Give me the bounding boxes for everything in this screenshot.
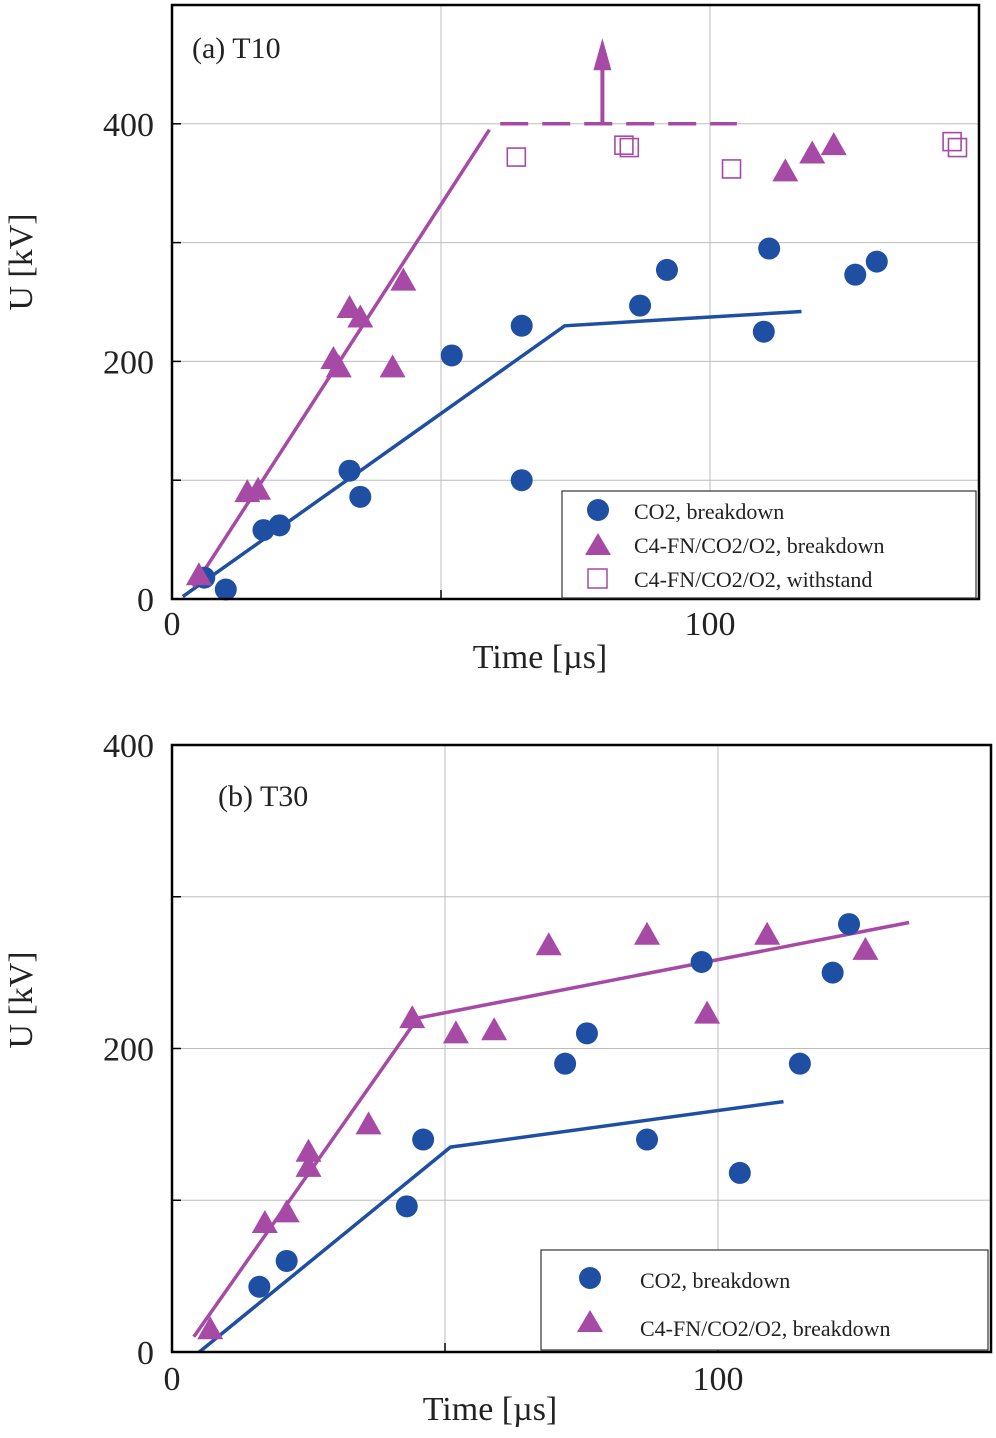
panel-a-series0-point-11 (752, 320, 775, 343)
panel-a-series0-point-6 (440, 344, 463, 367)
panel-a-series1-point-11 (820, 132, 847, 156)
panel-a-legend-c4fn-marker (585, 533, 611, 555)
panel-a-legend-co2-label: CO2, breakdown (634, 499, 784, 524)
panel-a-x-axis-title: Time [µs] (473, 639, 608, 676)
panel-a-series0-point-4 (338, 459, 361, 482)
panel-b-series1-point-0 (197, 1316, 224, 1340)
panel-b-x-tick-label-0: 0 (164, 1361, 181, 1398)
panel-a-t10: 0 100 0 200 400 (a) T10 Time [µs] U [kV] CO2… (3, 3, 981, 676)
panel-a-series0-point-7 (510, 314, 533, 337)
panel-a-grid (172, 5, 979, 599)
panel-b-y-tick-label-200: 200 (103, 1032, 154, 1069)
panel-b-legend-co2-marker (579, 1267, 601, 1289)
panel-a-series2-point-3 (721, 159, 742, 179)
panel-a-series0-point-8 (510, 469, 533, 492)
panel-b-series0-point-11 (838, 913, 861, 936)
panel-a-legend-co2-marker (587, 499, 609, 521)
panel-a-series2-point-4 (942, 131, 962, 152)
panel-b-legend-box (540, 1249, 989, 1351)
panel-b-series1-point-8 (481, 1017, 508, 1041)
panel-a-series0-point-13 (844, 263, 867, 286)
panel-a-series0-point-12 (758, 237, 781, 260)
panel-b-x-axis-title: Time [µs] (423, 1391, 558, 1428)
panel-a-fit-line-1 (192, 128, 491, 589)
panel-b-series0-point-4 (554, 1052, 577, 1075)
panel-a-series2-point-2 (619, 137, 640, 158)
panel-a-x-tick-label-0: 0 (164, 606, 181, 643)
panel-a-series1-point-10 (799, 140, 826, 164)
panel-b-label: (b) T30 (218, 780, 308, 813)
panel-a-series1-point-6 (347, 304, 374, 328)
panel-a-series1-point-7 (379, 354, 406, 378)
panel-b-legend-c4fn-marker (577, 1310, 603, 1332)
panel-b-series1-point-11 (694, 1000, 721, 1024)
panel-b-series0-point-5 (575, 1022, 598, 1045)
panel-b-legend-co2-label: CO2, breakdown (640, 1268, 790, 1293)
panel-a-series1-point-8 (390, 267, 417, 291)
panel-a-series0-point-1 (214, 578, 237, 601)
panel-a-series0-point-10 (655, 258, 678, 281)
panel-a-fit-line-0 (181, 309, 802, 599)
panel-a-ticks: 0 100 0 200 400 (103, 107, 736, 643)
panel-b-series0-point-0 (248, 1275, 271, 1298)
panel-a-data-points (185, 131, 968, 601)
panel-b-y-tick-label-400: 400 (103, 728, 154, 765)
panel-a-legend-withstand-label: C4-FN/CO2/O2, withstand (634, 567, 872, 592)
panel-b-y-tick-label-0: 0 (137, 1335, 154, 1372)
panel-b-legend-c4fn-label: C4-FN/CO2/O2, breakdown (640, 1316, 891, 1341)
panel-a-label: (a) T10 (192, 32, 281, 65)
panel-a-series2-point-1 (614, 135, 634, 155)
panel-a-plot-frame (170, 3, 981, 601)
panel-b-series1-point-5 (355, 1111, 382, 1135)
panel-b-series1-point-6 (399, 1005, 426, 1029)
panel-a-series0-point-14 (865, 250, 888, 273)
panel-b-series1-point-9 (535, 932, 562, 956)
panel-b-series1-point-3 (295, 1138, 322, 1162)
panel-a-series1-point-0 (185, 562, 212, 586)
panel-b-series1-point-12 (754, 921, 781, 945)
panel-a-y-tick-label-200: 200 (103, 344, 154, 381)
panel-a-y-tick-label-0: 0 (137, 582, 154, 619)
panel-a-series2-point-0 (506, 147, 527, 167)
panel-b-series0-point-10 (821, 961, 844, 984)
panel-a-series1-point-9 (772, 158, 799, 182)
panel-a-legend-c4fn-label: C4-FN/CO2/O2, breakdown (634, 533, 885, 558)
panel-a-arrow-head (593, 38, 612, 71)
panel-b-x-tick-label-100: 100 (693, 1361, 744, 1398)
panel-a-series1-point-2 (245, 476, 272, 500)
panel-b-series0-point-2 (395, 1195, 418, 1218)
panel-b-ticks: 0 100 0 200 400 (103, 728, 744, 1398)
panel-b-series0-point-7 (690, 951, 713, 974)
panel-a-legend: CO2, breakdown C4-FN/CO2/O2, breakdown C… (561, 490, 977, 599)
panel-b-data-points (197, 913, 879, 1340)
panel-b-series0-point-8 (728, 1161, 751, 1184)
panel-b-series1-point-13 (852, 936, 879, 960)
panel-b-y-axis-title: U [kV] (3, 951, 40, 1048)
panel-a-fit-lines (181, 38, 802, 599)
panel-b-series0-point-1 (275, 1249, 298, 1272)
panel-a-series1-point-4 (325, 354, 352, 378)
panel-a-series0-point-5 (349, 485, 372, 508)
panel-a-y-tick-label-400: 400 (103, 107, 154, 144)
panel-a-series0-point-9 (629, 294, 652, 317)
panel-b-series1-point-2 (273, 1199, 300, 1223)
panel-b-series0-point-3 (412, 1128, 435, 1151)
panel-b-series1-point-1 (251, 1210, 278, 1234)
panel-b-series1-point-4 (295, 1153, 322, 1177)
panel-b-fit-line-0 (198, 1099, 784, 1354)
panel-a-series0-point-3 (268, 514, 291, 537)
panel-b-legend: CO2, breakdown C4-FN/CO2/O2, breakdown (540, 1249, 989, 1351)
panel-a-legend-box (561, 490, 977, 599)
panel-b-series0-point-6 (636, 1128, 659, 1151)
panel-b-series1-point-10 (634, 921, 661, 945)
panel-a-legend-withstand-marker (587, 568, 608, 589)
panel-a-series2-point-5 (947, 137, 968, 158)
panel-b-series0-point-9 (788, 1052, 811, 1075)
panel-a-y-axis-title: U [kV] (3, 213, 40, 310)
panel-a-x-tick-label-100: 100 (685, 606, 736, 643)
panel-b-series1-point-7 (442, 1020, 469, 1044)
panel-b-t30: 0 100 0 200 400 (b) T30 Time [µs] U [kV] CO2… (3, 728, 993, 1428)
